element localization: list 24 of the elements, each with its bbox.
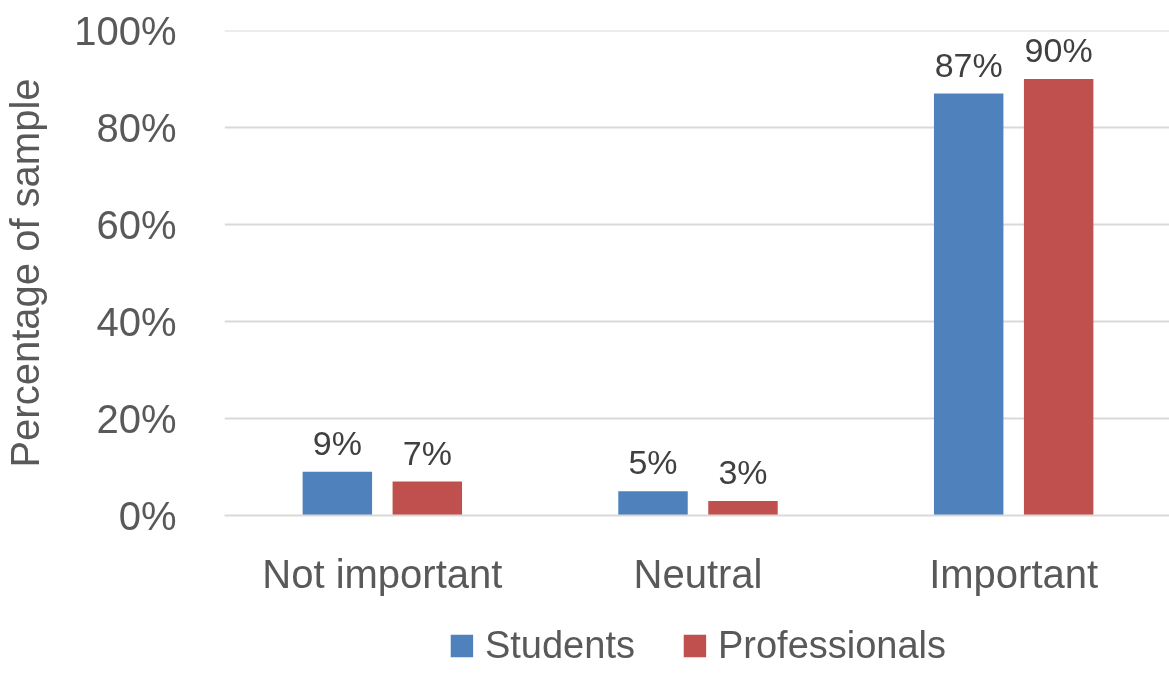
bar [302, 471, 373, 516]
data-label: 9% [312, 423, 362, 462]
legend-label: Professionals [717, 623, 947, 667]
data-label: 87% [934, 45, 1003, 84]
y-tick-label: 0% [118, 493, 177, 538]
y-tick-label: 80% [96, 105, 177, 150]
bar [392, 481, 463, 516]
x-tick-label: Not important [262, 551, 503, 596]
data-label: 90% [1024, 31, 1093, 69]
y-axis-title: Percentage of sample [3, 78, 48, 468]
bar [1023, 79, 1094, 516]
bar [618, 491, 688, 516]
bar [933, 93, 1004, 516]
legend-label: Students [484, 623, 635, 667]
y-tick-label: 60% [96, 202, 177, 247]
data-label: 7% [402, 433, 452, 472]
y-tick-label: 20% [96, 396, 177, 441]
bar [708, 500, 778, 516]
data-label: 5% [628, 443, 678, 482]
x-tick-label: Important [929, 551, 1099, 596]
data-label: 3% [718, 452, 768, 491]
x-tick-label: Neutral [633, 551, 763, 596]
y-tick-label: 100% [74, 8, 177, 53]
y-tick-label: 40% [96, 299, 177, 344]
